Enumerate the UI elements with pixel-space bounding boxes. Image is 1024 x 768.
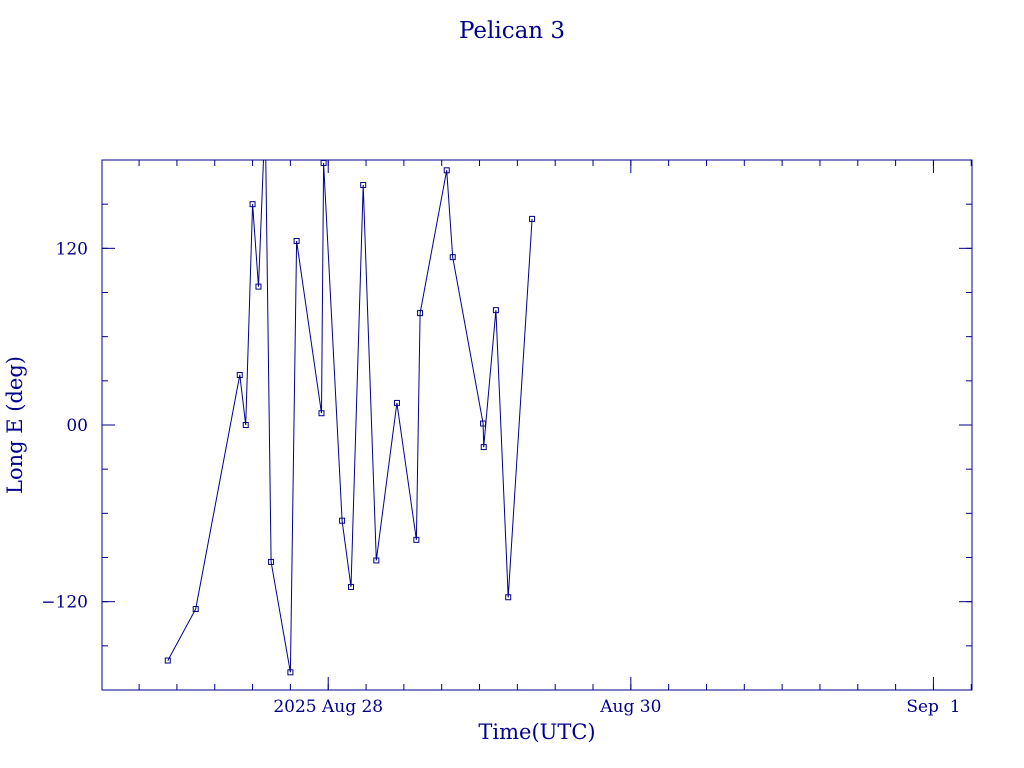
x-tick-label: 2025 Aug 28 [273, 697, 383, 717]
data-point [242, 422, 249, 428]
data-point [449, 254, 456, 261]
data-point [393, 399, 400, 406]
data-point [443, 167, 450, 174]
data-point [413, 536, 420, 543]
data-point [480, 420, 487, 427]
x-tick-label: Aug 30 [599, 697, 661, 717]
data-point [318, 410, 325, 417]
data-point [373, 557, 380, 564]
data-point [164, 657, 171, 664]
series-line [167, 160, 533, 673]
y-tick-label: 00 [66, 416, 88, 436]
data-point [492, 307, 499, 314]
data-point [505, 594, 512, 601]
data-point [339, 517, 346, 524]
plot-frame [101, 159, 973, 691]
y-axis-label: Long E (deg) [3, 356, 27, 494]
data-point [293, 237, 300, 244]
x-tick-label: Sep 1 [906, 697, 960, 717]
data-point [417, 310, 424, 317]
data-point [192, 606, 199, 613]
data-point [287, 669, 294, 676]
data-point [255, 283, 262, 290]
y-tick-label: 120 [56, 239, 88, 259]
data-point [360, 182, 367, 189]
data-point [249, 201, 256, 208]
data-point [480, 444, 487, 451]
data-point [348, 583, 355, 590]
chart-title: Pelican 3 [459, 18, 565, 44]
data-point [268, 558, 275, 565]
x-axis-label: Time(UTC) [478, 720, 595, 744]
plot-area: 2025 Aug 28 Aug 30 Sep 1 −120 00 120 [41, 159, 973, 717]
data-point [529, 215, 536, 222]
data-point [236, 371, 243, 378]
y-tick-label: −120 [41, 593, 88, 613]
data-point [320, 159, 327, 166]
